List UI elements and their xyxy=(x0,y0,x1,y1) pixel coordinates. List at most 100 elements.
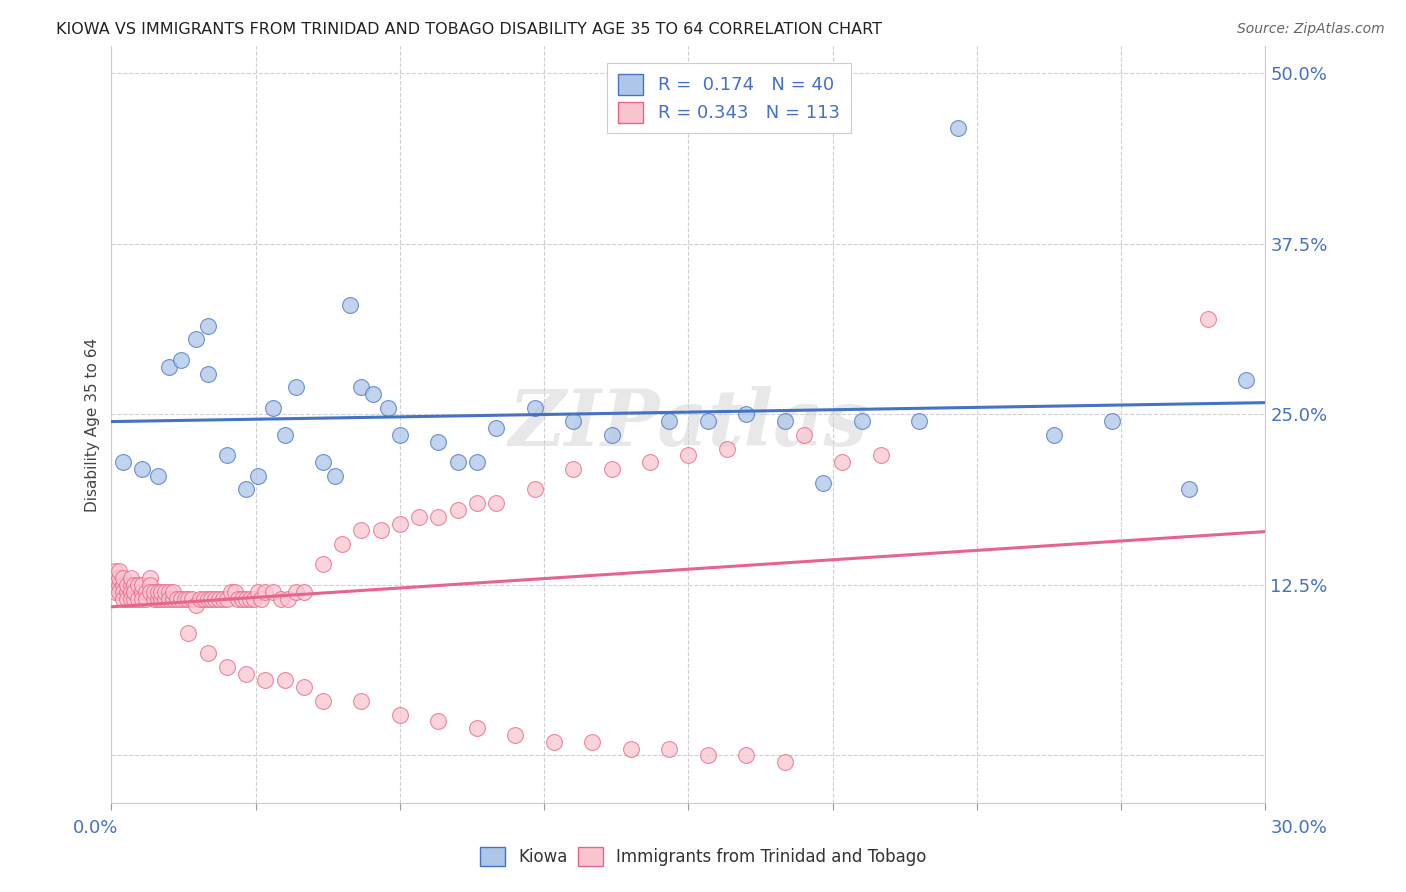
Point xyxy=(177,591,200,606)
Point xyxy=(162,584,184,599)
Point xyxy=(323,468,346,483)
Point xyxy=(465,496,488,510)
Point xyxy=(139,571,162,585)
Point xyxy=(427,434,450,449)
Point xyxy=(1101,414,1123,428)
Point xyxy=(215,449,238,463)
Point xyxy=(330,537,353,551)
Point xyxy=(716,442,738,456)
Point xyxy=(678,449,700,463)
Point xyxy=(427,509,450,524)
Point xyxy=(155,591,177,606)
Point xyxy=(273,428,295,442)
Point xyxy=(620,741,643,756)
Point xyxy=(658,741,681,756)
Point xyxy=(197,646,219,660)
Point xyxy=(193,591,215,606)
Point xyxy=(104,564,127,578)
Point xyxy=(150,591,173,606)
Point xyxy=(219,584,242,599)
Point xyxy=(115,584,138,599)
Point xyxy=(169,352,191,367)
Point xyxy=(208,591,231,606)
Point xyxy=(115,578,138,592)
Point xyxy=(600,462,623,476)
Point xyxy=(638,455,661,469)
Point xyxy=(124,584,146,599)
Point xyxy=(104,578,127,592)
Point xyxy=(831,455,853,469)
Point xyxy=(177,625,200,640)
Point xyxy=(197,591,219,606)
Point xyxy=(696,748,718,763)
Point xyxy=(146,468,169,483)
Point xyxy=(235,483,257,497)
Point xyxy=(111,584,134,599)
Point xyxy=(246,584,269,599)
Point xyxy=(350,694,373,708)
Point xyxy=(292,584,315,599)
Point xyxy=(120,584,142,599)
Point xyxy=(157,584,180,599)
Point xyxy=(231,591,253,606)
Point xyxy=(427,714,450,729)
Point xyxy=(869,449,891,463)
Point xyxy=(581,735,603,749)
Point xyxy=(408,509,430,524)
Point xyxy=(124,591,146,606)
Point xyxy=(173,591,195,606)
Text: ZIPatlas: ZIPatlas xyxy=(509,386,868,463)
Point xyxy=(131,584,153,599)
Point xyxy=(312,558,335,572)
Text: 0.0%: 0.0% xyxy=(73,819,118,837)
Point xyxy=(235,591,257,606)
Point xyxy=(350,524,373,538)
Point xyxy=(139,584,162,599)
Point xyxy=(339,298,361,312)
Point xyxy=(523,483,546,497)
Point xyxy=(131,591,153,606)
Point xyxy=(111,578,134,592)
Point xyxy=(735,408,758,422)
Point xyxy=(188,591,211,606)
Point xyxy=(246,468,269,483)
Point xyxy=(946,121,969,136)
Point xyxy=(735,748,758,763)
Point xyxy=(793,428,815,442)
Point xyxy=(262,584,284,599)
Point xyxy=(235,666,257,681)
Point xyxy=(465,455,488,469)
Text: 30.0%: 30.0% xyxy=(1271,819,1327,837)
Point xyxy=(111,455,134,469)
Point xyxy=(184,333,207,347)
Point xyxy=(254,673,277,688)
Point xyxy=(446,503,468,517)
Point xyxy=(600,428,623,442)
Point xyxy=(1234,373,1257,387)
Point xyxy=(166,591,188,606)
Point xyxy=(350,380,373,394)
Point xyxy=(120,591,142,606)
Point xyxy=(108,571,131,585)
Point xyxy=(162,591,184,606)
Point xyxy=(127,578,149,592)
Point xyxy=(111,571,134,585)
Point xyxy=(131,578,153,592)
Point xyxy=(150,584,173,599)
Point xyxy=(773,756,796,770)
Point xyxy=(312,694,335,708)
Point xyxy=(388,707,411,722)
Point xyxy=(1197,312,1219,326)
Point xyxy=(135,591,157,606)
Point xyxy=(111,591,134,606)
Point xyxy=(139,578,162,592)
Point xyxy=(361,387,384,401)
Point xyxy=(169,591,191,606)
Point xyxy=(285,584,308,599)
Point xyxy=(197,367,219,381)
Point xyxy=(312,455,335,469)
Point xyxy=(254,584,277,599)
Point xyxy=(292,680,315,694)
Point xyxy=(197,318,219,333)
Point xyxy=(250,591,273,606)
